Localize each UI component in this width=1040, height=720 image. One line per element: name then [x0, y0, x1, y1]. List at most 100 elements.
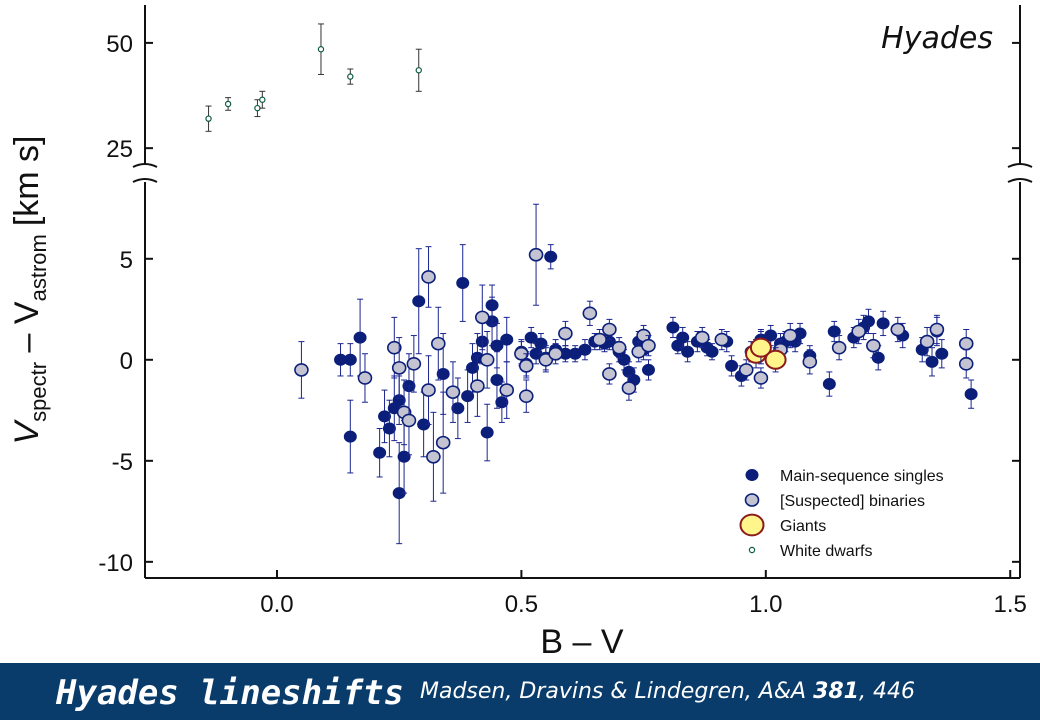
white-dwarf-point — [205, 115, 212, 122]
binary-point — [890, 322, 906, 337]
binary-point — [518, 359, 534, 373]
legend-label: Main-sequence singles — [780, 468, 944, 485]
binary-point — [602, 367, 617, 381]
main-sequence-point — [861, 315, 875, 328]
main-sequence-point — [480, 426, 494, 439]
binary-point — [294, 363, 309, 377]
binary-point — [518, 389, 534, 403]
binary-point — [435, 435, 451, 450]
footer-citation: Madsen, Dravins & Lindegren, A&A 381, 44… — [420, 679, 915, 704]
binary-point — [919, 334, 935, 349]
main-sequence-point — [681, 345, 695, 358]
binary-point — [714, 332, 730, 347]
main-sequence-point — [373, 446, 387, 459]
main-sequence-point — [676, 331, 690, 344]
white-dwarf-point — [224, 100, 232, 108]
plot-background — [0, 0, 1040, 663]
binary-point — [387, 340, 402, 355]
main-sequence-point — [343, 353, 357, 366]
binary-point — [641, 338, 656, 353]
main-sequence-point — [490, 339, 504, 352]
giant-point — [764, 349, 787, 370]
y-tick-label: -10 — [98, 550, 133, 577]
binary-point — [621, 381, 637, 395]
y-label-unit: [km s] — [8, 135, 46, 226]
axis-break-mark — [1007, 163, 1033, 168]
y-label-mid: – V — [8, 301, 46, 362]
main-sequence-point — [456, 277, 470, 290]
main-sequence-point — [343, 430, 357, 443]
main-sequence-point — [397, 450, 411, 463]
binary-point — [479, 352, 495, 367]
binary-point — [802, 355, 818, 369]
main-sequence-point — [725, 359, 739, 372]
main-sequence-point — [461, 390, 475, 403]
main-sequence-point — [544, 250, 558, 263]
binary-point — [582, 306, 598, 321]
binary-point — [958, 336, 974, 351]
white-dwarf-point — [317, 46, 325, 53]
footer-title: Hyades lineshifts — [56, 673, 404, 713]
citation-page: , 446 — [859, 679, 915, 704]
binary-point — [738, 363, 754, 377]
citation-journal: A&A — [758, 679, 807, 704]
binary-point — [391, 361, 407, 375]
binary-point — [929, 322, 945, 337]
binary-point — [421, 270, 436, 284]
main-sequence-point — [436, 367, 450, 380]
axis-break-mark — [1007, 178, 1033, 183]
y-label-sub1: spectr — [26, 362, 51, 422]
legend-marker — [745, 469, 759, 481]
main-sequence-point — [353, 331, 367, 344]
x-tick-label: 1.5 — [994, 591, 1027, 618]
binary-point — [851, 324, 866, 339]
main-sequence-point — [666, 321, 680, 334]
y-tick-label: -5 — [112, 449, 133, 476]
chart-title: Hyades — [881, 21, 993, 56]
axis-break-mark — [132, 163, 158, 168]
axis-break-mark — [132, 178, 158, 183]
binary-point — [958, 357, 974, 371]
main-sequence-point — [617, 353, 631, 366]
main-sequence-point — [466, 361, 480, 374]
main-sequence-point — [964, 388, 978, 401]
citation-authors: Madsen, Dravins & Lindegren, — [420, 679, 752, 704]
main-sequence-point — [925, 355, 939, 368]
giant-point — [749, 337, 772, 358]
binary-point — [528, 247, 544, 262]
y-label-v1: V — [8, 419, 46, 445]
binary-point — [426, 449, 441, 464]
main-sequence-point — [500, 333, 514, 346]
binary-point — [831, 340, 847, 355]
main-sequence-point — [412, 295, 426, 308]
y-tick-label: 0 — [120, 348, 133, 375]
binary-point — [753, 371, 769, 385]
binary-point — [401, 413, 417, 428]
legend-marker — [748, 546, 756, 554]
y-axis-label: Vspectr – Vastrom [km s] — [8, 135, 51, 444]
main-sequence-point — [495, 396, 509, 409]
binary-point — [592, 332, 607, 347]
binary-point — [548, 346, 563, 361]
white-dwarf-point — [347, 73, 354, 80]
y-tick-label: 50 — [106, 31, 133, 58]
binary-point — [421, 383, 436, 397]
binary-point — [558, 326, 573, 341]
binary-point — [499, 383, 515, 397]
binary-point — [445, 385, 461, 399]
binary-point — [866, 338, 881, 353]
x-tick-label: 0.0 — [260, 591, 293, 618]
white-dwarf-point — [254, 104, 261, 112]
legend-marker — [739, 513, 765, 537]
main-sequence-point — [490, 374, 504, 386]
white-dwarf-point — [415, 67, 422, 74]
binary-point — [611, 340, 627, 355]
main-sequence-point — [705, 345, 719, 358]
legend-marker — [744, 493, 760, 507]
y-tick-label: 25 — [106, 136, 133, 163]
main-sequence-point — [485, 299, 499, 312]
binary-point — [430, 336, 446, 351]
x-axis-label: B – V — [540, 623, 623, 661]
y-tick-label: 5 — [120, 247, 133, 274]
